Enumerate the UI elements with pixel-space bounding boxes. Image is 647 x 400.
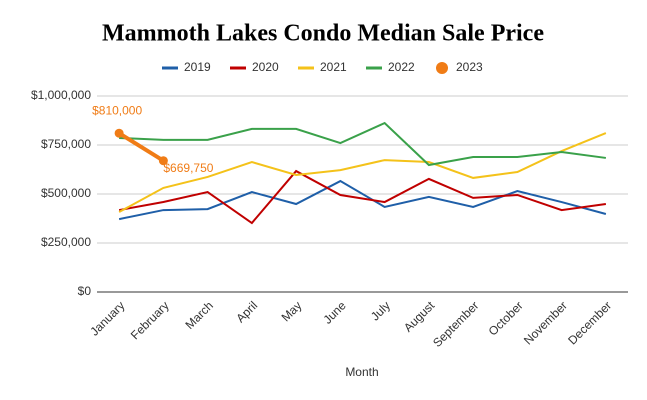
x-tick-label: January [87,298,127,338]
legend-label: 2023 [456,60,483,74]
x-tick-label: April [233,298,260,325]
line [118,131,165,163]
x-tick-label: September [430,298,481,349]
y-tick-label: $750,000 [41,137,91,151]
data-label: $810,000 [92,103,142,117]
legend-label: 2020 [252,60,279,74]
data-label: $669,750 [163,161,213,175]
legend-label: 2019 [184,60,211,74]
legend-marker [436,62,448,74]
x-tick-label: March [183,298,216,331]
line [118,169,607,225]
point [158,156,168,166]
x-tick-label: July [368,298,393,323]
x-tick-label: October [486,298,526,338]
point [114,128,124,138]
x-tick-label: November [521,298,570,347]
x-tick-label: June [320,298,349,327]
x-tick-label: May [279,298,305,324]
line [118,132,607,213]
y-tick-label: $500,000 [41,186,91,200]
y-tick-label: $250,000 [41,235,91,249]
legend-label: 2021 [320,60,347,74]
y-tick-label: $1,000,000 [31,88,91,102]
chart-title: Mammoth Lakes Condo Median Sale Price [102,21,544,47]
legend-label: 2022 [388,60,415,74]
x-tick-label: August [401,298,438,335]
x-axis-label: Month [345,365,378,379]
line [118,179,607,221]
y-tick-label: $0 [78,284,92,298]
x-tick-label: February [128,298,172,342]
line [119,121,607,167]
x-tick-label: December [565,298,614,347]
